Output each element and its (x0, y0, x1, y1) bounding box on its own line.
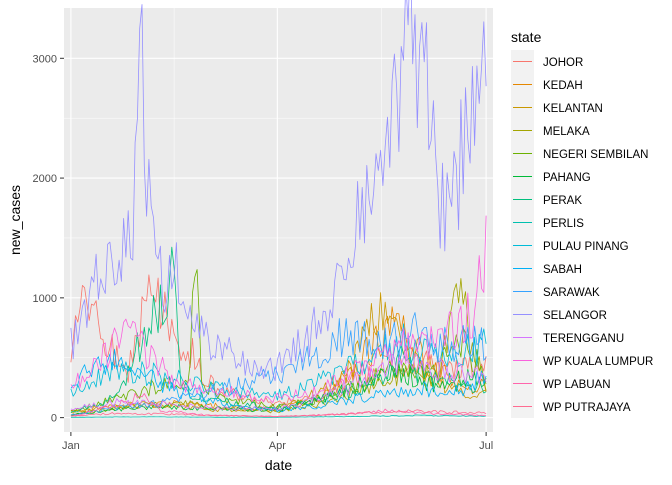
legend-label: JOHOR (543, 57, 583, 69)
series-line-perak (70, 246, 487, 413)
series-line-sarawak (70, 312, 487, 416)
legend-title: state (511, 29, 542, 45)
series-line-wp-putrajaya (70, 409, 487, 417)
legend-label: NEGERI SEMBILAN (543, 149, 648, 161)
legend-label: SARAWAK (543, 287, 600, 299)
x-tick-label: Jan (62, 440, 80, 452)
legend-label: SABAH (543, 264, 582, 276)
legend-label: PAHANG (543, 172, 591, 184)
series-lines (70, 0, 487, 418)
series-line-wp-kuala-lumpur (70, 215, 487, 403)
y-tick-label: 3000 (33, 53, 57, 65)
y-axis-title: new_cases (7, 185, 23, 255)
y-tick-label: 0 (51, 413, 57, 425)
series-line-negeri-sembilan (70, 269, 487, 412)
legend-label: WP LABUAN (543, 379, 611, 391)
x-axis-title: date (265, 457, 292, 473)
legend: state JOHOR KEDAH KELANTAN MELAKA NEGERI SEM… (511, 29, 653, 418)
legend-label: WP KUALA LUMPUR (543, 356, 653, 368)
series-line-sabah (70, 348, 487, 413)
minor-gridlines (64, 8, 493, 432)
legend-label: SELANGOR (543, 310, 607, 322)
x-tick-label: Apr (269, 440, 286, 452)
series-line-selangor (70, 0, 487, 382)
legend-label: MELAKA (543, 126, 590, 138)
x-axis: Jan Apr Jul (62, 432, 493, 452)
legend-label: PERLIS (543, 218, 584, 230)
legend-label: PULAU PINANG (543, 241, 629, 253)
legend-label: PERAK (543, 195, 582, 207)
series-line-johor (70, 274, 487, 407)
y-tick-label: 2000 (33, 173, 57, 185)
series-line-perlis (70, 414, 487, 418)
legend-label: KELANTAN (543, 103, 603, 115)
legend-label: WP PUTRAJAYA (543, 402, 631, 414)
x-tick-label: Jul (479, 440, 493, 452)
legend-label: KEDAH (543, 80, 583, 92)
y-axis: 0 1000 2000 3000 (33, 53, 64, 425)
series-line-terengganu (70, 345, 487, 411)
legend-label: TERENGGANU (543, 333, 624, 345)
y-tick-label: 1000 (33, 293, 57, 305)
